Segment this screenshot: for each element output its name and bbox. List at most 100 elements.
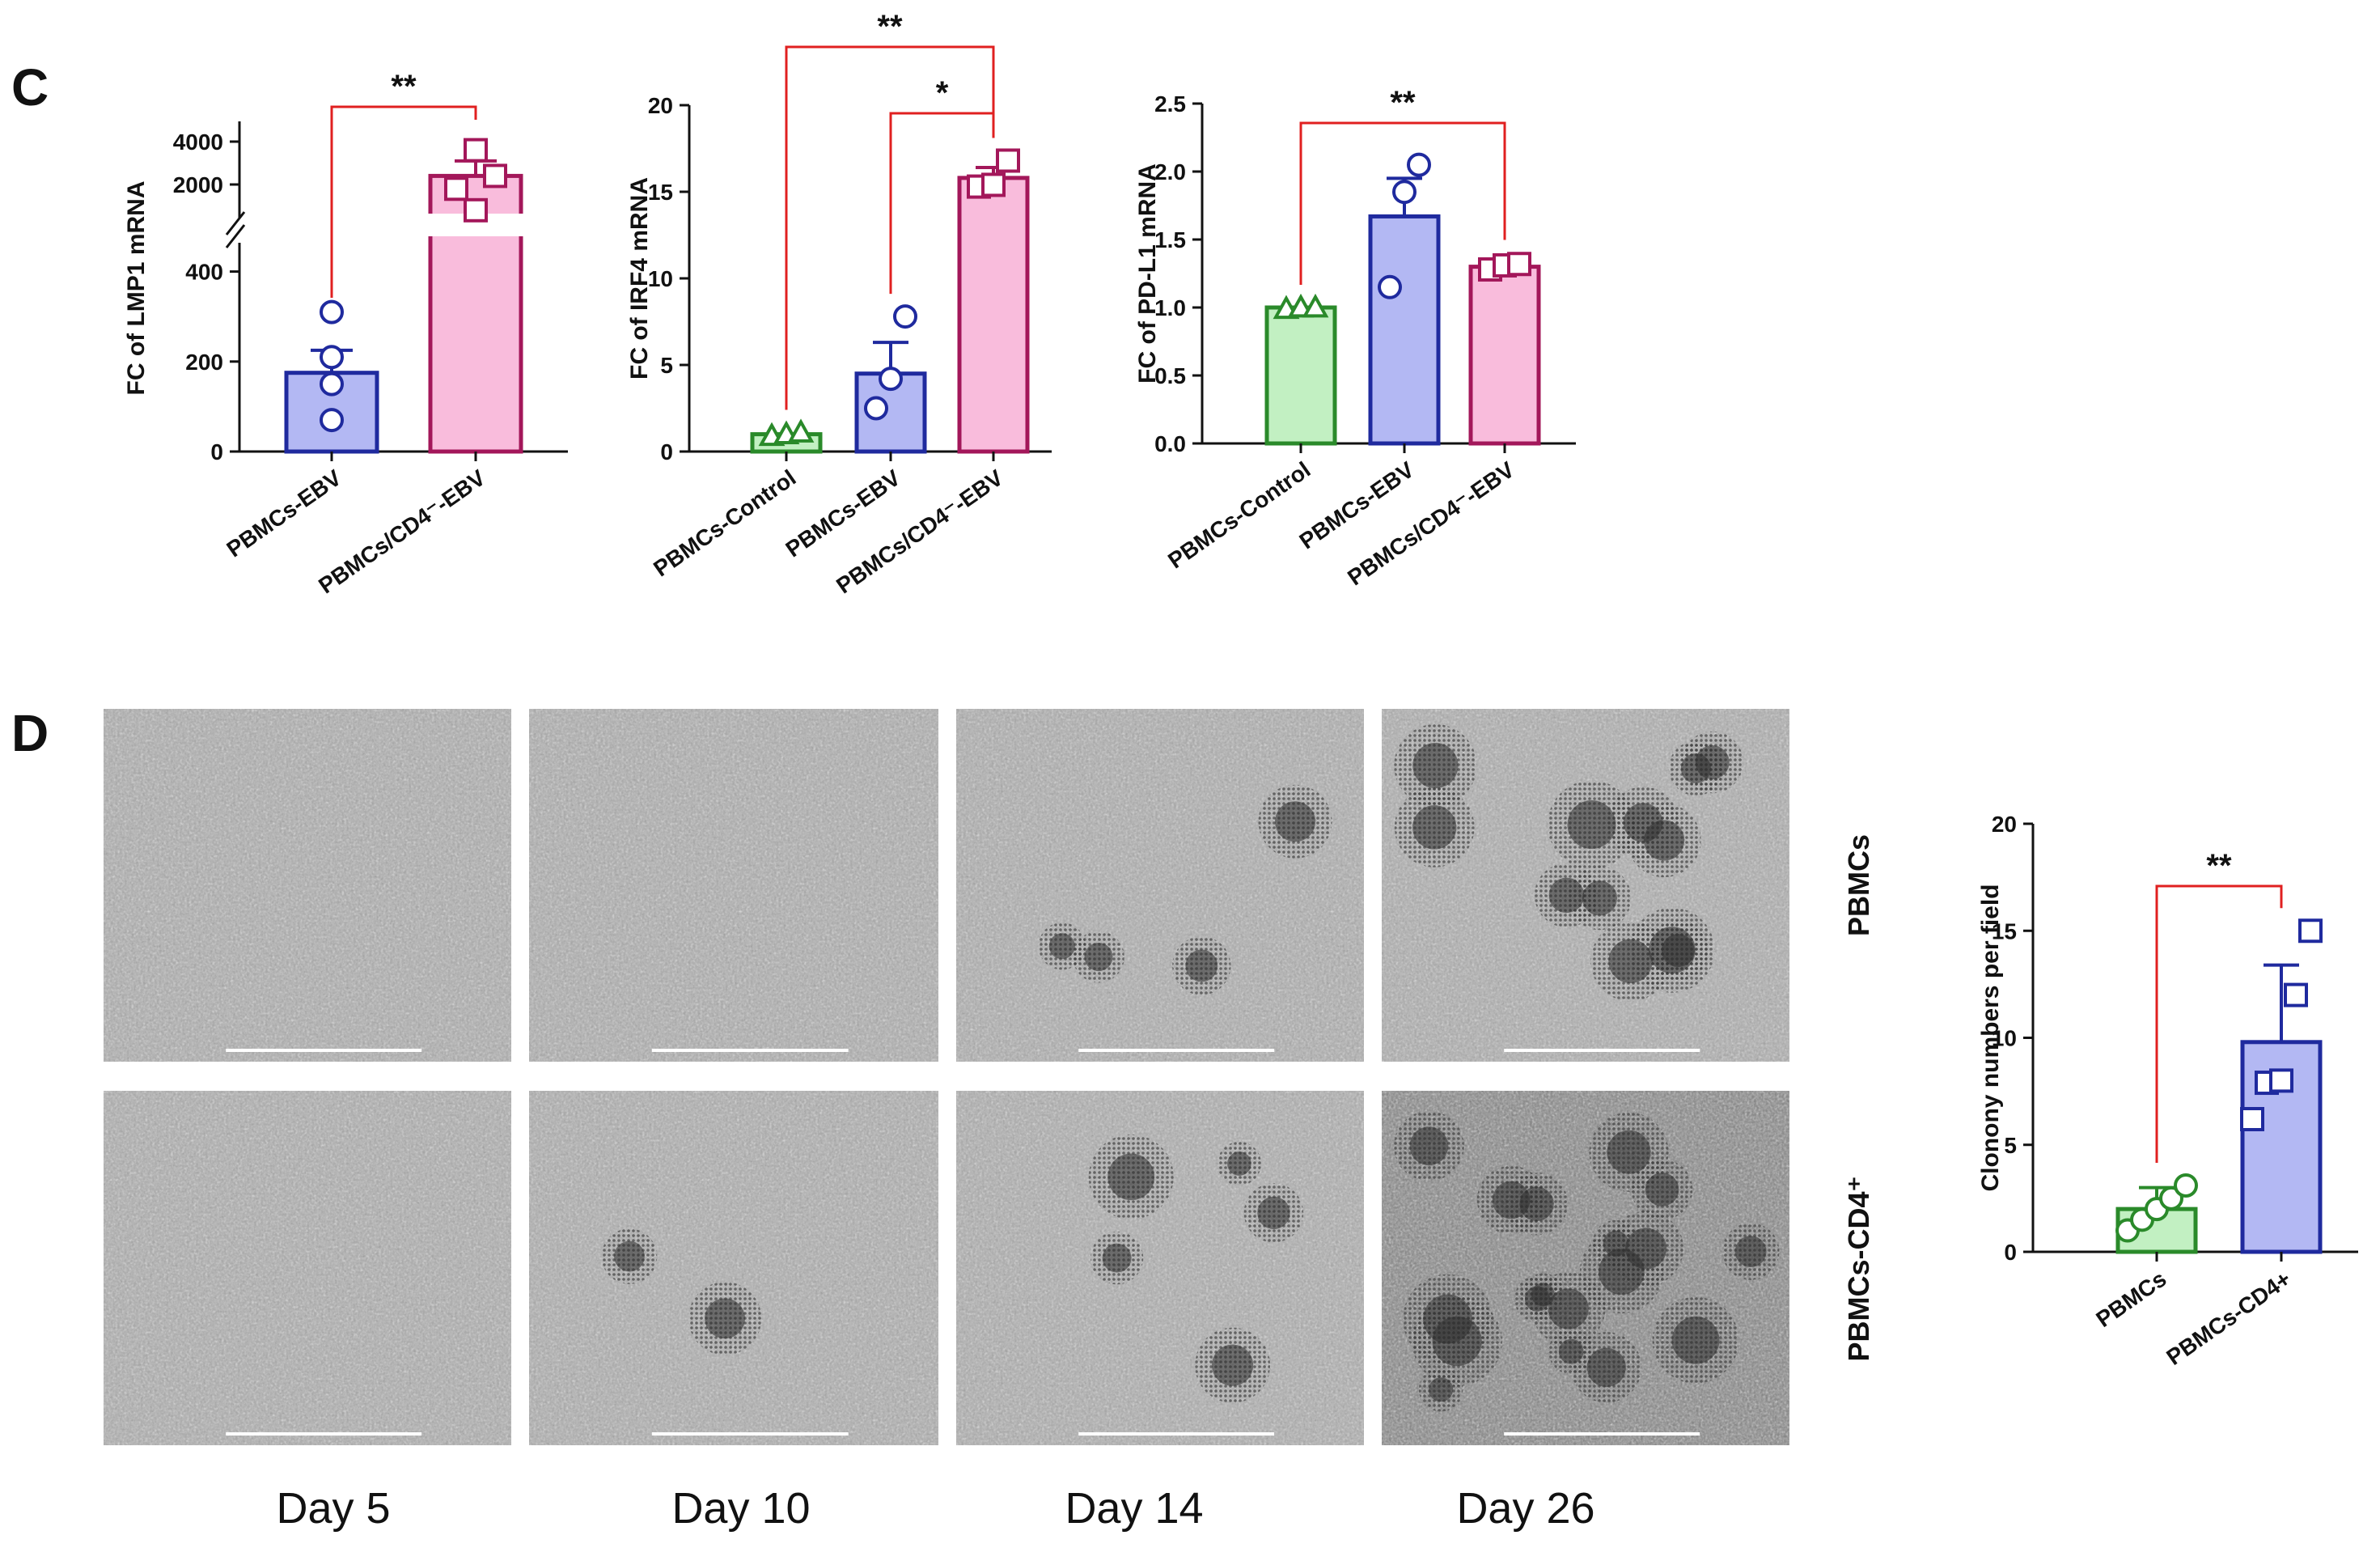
day-label: Day 5: [276, 1484, 390, 1533]
micrograph-texture: [104, 1091, 511, 1445]
irf4-y-tick-label: 20: [648, 93, 673, 118]
lmp1-sig-bracket-0: [330, 105, 477, 298]
colony-core: [1227, 1151, 1251, 1176]
colony-y-axis-label: Clonony numbers per field: [1977, 884, 2004, 1191]
irf4-y-tick-label: 15: [648, 180, 673, 205]
colony-core: [1185, 949, 1218, 982]
colony-category-label: PBMCs: [2091, 1266, 2170, 1333]
colony-core: [1607, 1130, 1651, 1174]
colony-core: [1519, 1186, 1554, 1221]
irf4-category-label: PBMCs-Control: [649, 465, 800, 582]
irf4-category-label: PBMCs/CD4⁻-EBV: [832, 464, 1007, 598]
colony-core: [1048, 933, 1075, 960]
lmp1-point: [464, 197, 488, 223]
colony-point: [2284, 982, 2308, 1007]
colony-core: [1586, 1347, 1626, 1387]
irf4-y-tick-label: 5: [660, 353, 673, 378]
pdl1-sig-bracket-0: [1299, 121, 1506, 285]
lmp1-point: [444, 176, 468, 201]
pdl1-y-tick-label: 0.0: [1154, 431, 1186, 456]
lmp1-y-tick-label: 400: [185, 260, 223, 285]
pdl1-point: [1378, 274, 1402, 299]
pdl1-y-tick-label: 2.5: [1154, 91, 1186, 117]
colony-point: [2240, 1107, 2264, 1132]
lmp1-point: [320, 299, 344, 324]
panel-d-label: D: [11, 704, 49, 762]
panel-c-label: C: [11, 58, 49, 117]
irf4-point: [864, 396, 888, 421]
pdl1-point: [1507, 252, 1531, 277]
lmp1-point: [320, 408, 344, 433]
chart-pdl1: 0.0 0.5 1.0 1.5 2.0 2.5 FC of PD-L1 mRNA PBMCs-…: [1134, 85, 1576, 591]
colony-core: [1623, 803, 1663, 842]
colony-core: [1084, 943, 1113, 972]
colony-y-tick-label: 15: [1992, 918, 2017, 944]
colony-core: [705, 1298, 745, 1339]
lmp1-axis-break: [225, 224, 246, 248]
colony-y-tick-label: 0: [2004, 1240, 2017, 1265]
micrograph-texture: [529, 709, 938, 1062]
pdl1-category-label: PBMCs-Control: [1163, 457, 1315, 574]
colony-core: [1412, 805, 1457, 850]
pdl1-y-tick-label: 0.5: [1154, 363, 1186, 388]
lmp1-y-tick-label: 200: [185, 350, 223, 375]
colony-core: [1412, 742, 1459, 789]
colony-core: [1567, 800, 1616, 850]
irf4-point: [787, 418, 815, 443]
colony-point: [2269, 1068, 2293, 1093]
row-label: PBMCs-CD4⁺: [1842, 1176, 1875, 1361]
colony-core: [1671, 1316, 1720, 1364]
lmp1-point: [464, 138, 488, 163]
irf4-sig-label-1: *: [936, 75, 949, 111]
day-label: Day 14: [1065, 1484, 1203, 1533]
pdl1-sig-label-0: **: [1390, 85, 1416, 121]
lmp1-category-label: PBMCs-EBV: [222, 464, 346, 562]
pdl1-y-tick-label: 1.0: [1154, 295, 1186, 320]
colony-core: [1734, 1236, 1767, 1267]
day-label: Day 26: [1456, 1484, 1594, 1533]
pdl1-point: [1392, 180, 1417, 205]
pdl1-point: [1407, 152, 1431, 177]
micrograph-texture: [529, 1091, 938, 1445]
irf4-sig-label-0: **: [877, 9, 903, 45]
colony-core: [1107, 1153, 1155, 1201]
pdl1-bar: [1468, 265, 1541, 446]
irf4-point: [893, 304, 917, 329]
colony-core: [1645, 1173, 1679, 1207]
colony-category-label: PBMCs-CD4+: [2162, 1266, 2295, 1370]
pdl1-category-label: PBMCs/CD4⁻-EBV: [1343, 456, 1518, 590]
irf4-y-tick-label: 10: [648, 266, 673, 291]
colony-core: [1423, 1294, 1473, 1344]
pdl1-y-axis-label: FC of PD-L1 mRNA: [1134, 163, 1161, 384]
colony-y-tick-label: 5: [2004, 1133, 2017, 1158]
colony-sig-label-0: **: [2206, 848, 2232, 884]
irf4-sig-bracket-1: [889, 112, 995, 295]
pdl1-bar: [1368, 214, 1441, 446]
lmp1-y-axis-label: FC of LMP1 mRNA: [123, 181, 150, 396]
lmp1-point: [320, 345, 344, 370]
colony-sig-bracket-0: [2155, 884, 2283, 1164]
pdl1-y-tick-label: 2.0: [1154, 159, 1186, 184]
lmp1-y-tick-label: 2000: [173, 172, 223, 197]
colony-y-tick-label: 10: [1992, 1026, 2017, 1051]
colony-point: [2174, 1173, 2198, 1198]
row-label: PBMCs: [1842, 834, 1875, 936]
chart-irf4: 0 5 10 15 20 FC of IRF4 mRNA PBMCs-Control PBMC…: [626, 9, 1052, 599]
colony-point: [2298, 918, 2323, 944]
lmp1-point: [320, 371, 344, 397]
irf4-y-axis-label: FC of IRF4 mRNA: [626, 177, 653, 380]
colony-core: [1582, 880, 1617, 916]
colony-core: [1429, 1377, 1454, 1402]
colony-y-tick-label: 20: [1992, 812, 2017, 837]
colony-core: [1599, 1249, 1645, 1295]
irf4-point: [879, 367, 903, 392]
colony-core: [1695, 745, 1730, 780]
lmp1-axis-break: [225, 211, 246, 235]
colony-core: [1648, 927, 1696, 974]
lmp1-y-tick-label: 0: [210, 439, 223, 464]
lmp1-y-tick-label: 4000: [173, 129, 223, 155]
colony-core: [1257, 1196, 1290, 1230]
irf4-sig-bracket-0: [785, 45, 995, 410]
